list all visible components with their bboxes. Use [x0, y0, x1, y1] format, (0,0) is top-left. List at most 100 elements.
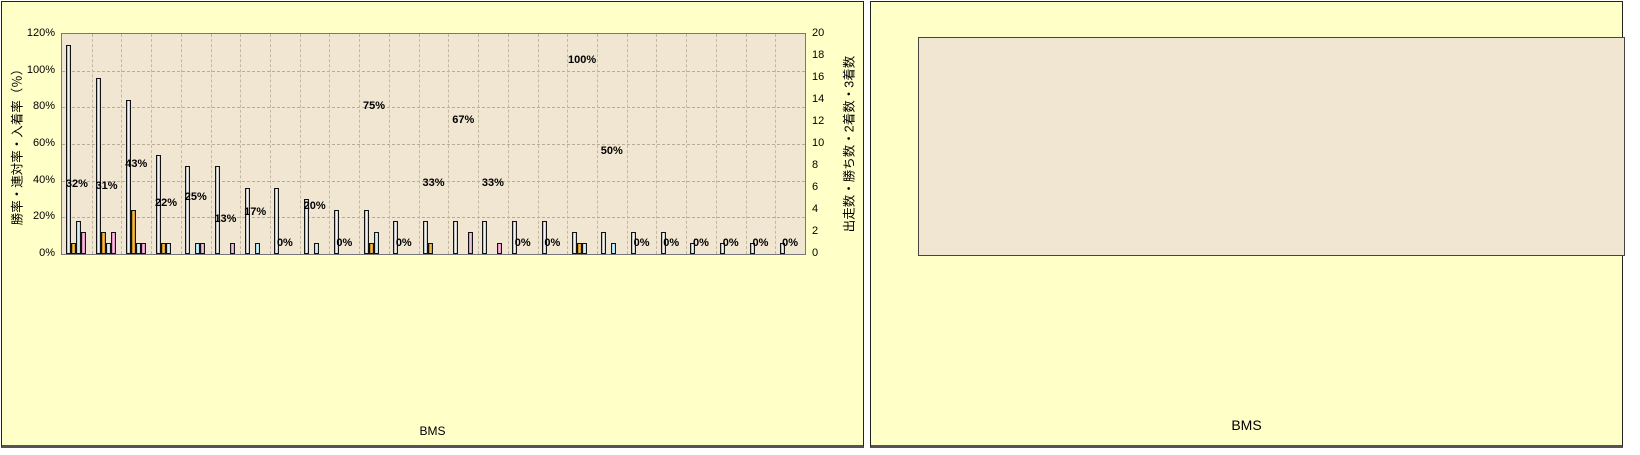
bar-seconds [76, 221, 82, 254]
place-rate-value-label: 13% [214, 213, 237, 226]
bar-thirds [81, 232, 87, 254]
bar-starts [393, 221, 399, 254]
bar-wins [368, 243, 374, 254]
bar-starts [601, 232, 607, 254]
place-rate-value-label: 0% [514, 237, 531, 249]
v-gridline [240, 34, 242, 254]
v-gridline [329, 34, 331, 254]
bar-starts [631, 232, 637, 254]
place-rate-value-label: 0% [722, 237, 739, 249]
y-right-tick-label: 12 [812, 115, 825, 127]
v-gridline [537, 34, 539, 254]
y-right-tick-label: 14 [812, 93, 825, 105]
y-right-tick-label: 4 [812, 203, 819, 215]
y-right-tick-label: 18 [812, 49, 825, 61]
y-left-tick-label: 60% [32, 137, 55, 149]
bar-wins [160, 243, 166, 254]
y-right-tick-label: 0 [812, 247, 819, 259]
bar-seconds [581, 243, 587, 254]
bar-seconds [195, 243, 201, 254]
bar-starts [779, 243, 785, 254]
place-rate-value-label: 43% [125, 158, 148, 171]
bar-starts [512, 221, 518, 254]
bar-starts [482, 221, 488, 254]
y-left-tick-label: 40% [32, 173, 55, 186]
place-rate-value-label: 17% [244, 205, 267, 218]
bar-starts [304, 199, 310, 254]
y-left-tick-label: 80% [32, 100, 55, 113]
place-rate-value-label: 0% [663, 237, 680, 249]
bar-starts [541, 221, 547, 254]
rate-chart-plot-area: 32% 31% 43% 22% 25% 13% 17% 0% 20% 0% 75% 0% 33% 67% 3… [61, 33, 806, 255]
place-rate-value-label: 31% [95, 180, 118, 193]
bar-seconds [106, 243, 112, 254]
place-rate-value-label: 33% [422, 176, 445, 189]
v-gridline [388, 34, 390, 254]
bar-starts [423, 221, 428, 254]
bar-starts [333, 210, 339, 254]
h-gridline [62, 180, 805, 182]
bar-seconds [314, 243, 320, 254]
place-rate-value-label: 22% [155, 196, 178, 209]
bar-thirds [140, 243, 146, 254]
kentei-chart-panel: BMS [870, 1, 1625, 448]
bar-starts [660, 232, 666, 254]
bar-starts [244, 188, 250, 254]
right-x-axis-title: BMS [1231, 417, 1262, 433]
bar-starts [185, 166, 191, 254]
place-rate-value-label: 50% [600, 145, 623, 158]
bar-thirds [111, 232, 117, 254]
bar-starts [571, 232, 577, 254]
v-gridline [151, 34, 153, 254]
bar-starts [125, 100, 131, 254]
bar-seconds [254, 243, 260, 254]
y-left-tick-label: 0% [39, 247, 55, 259]
bar-starts [155, 155, 161, 254]
v-gridline [656, 34, 658, 254]
place-rate-value-label: 0% [782, 237, 799, 249]
bar-starts [66, 45, 72, 254]
h-gridline [62, 107, 805, 109]
v-gridline [91, 34, 93, 254]
place-rate-value-label: 0% [336, 237, 353, 249]
v-gridline [567, 34, 569, 254]
bar-starts [690, 243, 696, 254]
y-right-tick-label: 20 [812, 27, 825, 39]
place-rate-value-label: 25% [184, 191, 207, 204]
v-gridline [180, 34, 182, 254]
bar-seconds [165, 243, 171, 254]
place-rate-value-label: 75% [363, 99, 386, 112]
bar-thirds [200, 243, 206, 254]
y-right-tick-label: 8 [812, 159, 819, 171]
place-rate-value-label: 0% [395, 237, 412, 249]
h-gridline [62, 144, 805, 145]
place-rate-value-label: 67% [452, 114, 475, 127]
h-gridline [62, 70, 805, 72]
bar-starts [720, 243, 726, 254]
v-gridline [418, 34, 420, 254]
place-rate-value-label: 0% [544, 237, 561, 249]
v-gridline [299, 34, 301, 254]
place-rate-value-label: 20% [303, 200, 326, 213]
y-right-tick-label: 10 [812, 137, 825, 149]
place-rate-value-label: 0% [276, 237, 293, 249]
left-x-axis-title: BMS [419, 424, 446, 438]
v-gridline [745, 34, 747, 254]
kentei-chart-plot-area [918, 37, 1625, 256]
v-gridline [359, 34, 361, 254]
y-left-tick-label: 20% [32, 210, 55, 223]
place-rate-value-label: 0% [752, 237, 769, 249]
place-rate-value-label: 0% [693, 237, 709, 249]
bar-starts [274, 188, 280, 254]
place-rate-value-label: 33% [481, 176, 504, 189]
bar-starts [214, 166, 220, 254]
v-gridline [270, 34, 272, 254]
v-gridline [686, 34, 688, 254]
y-right-tick-label: 2 [812, 225, 819, 237]
y-left-tick-label: 120% [26, 27, 55, 39]
v-gridline [210, 34, 212, 254]
bar-wins [576, 243, 582, 254]
y-right-tick-label: 16 [812, 71, 825, 83]
rate-chart-panel: ©Caniの競馬データ研究室 勝率・連対率・入着率（％） 出走数・勝ち数・2着数… [1, 1, 864, 448]
bar-starts [363, 210, 369, 254]
